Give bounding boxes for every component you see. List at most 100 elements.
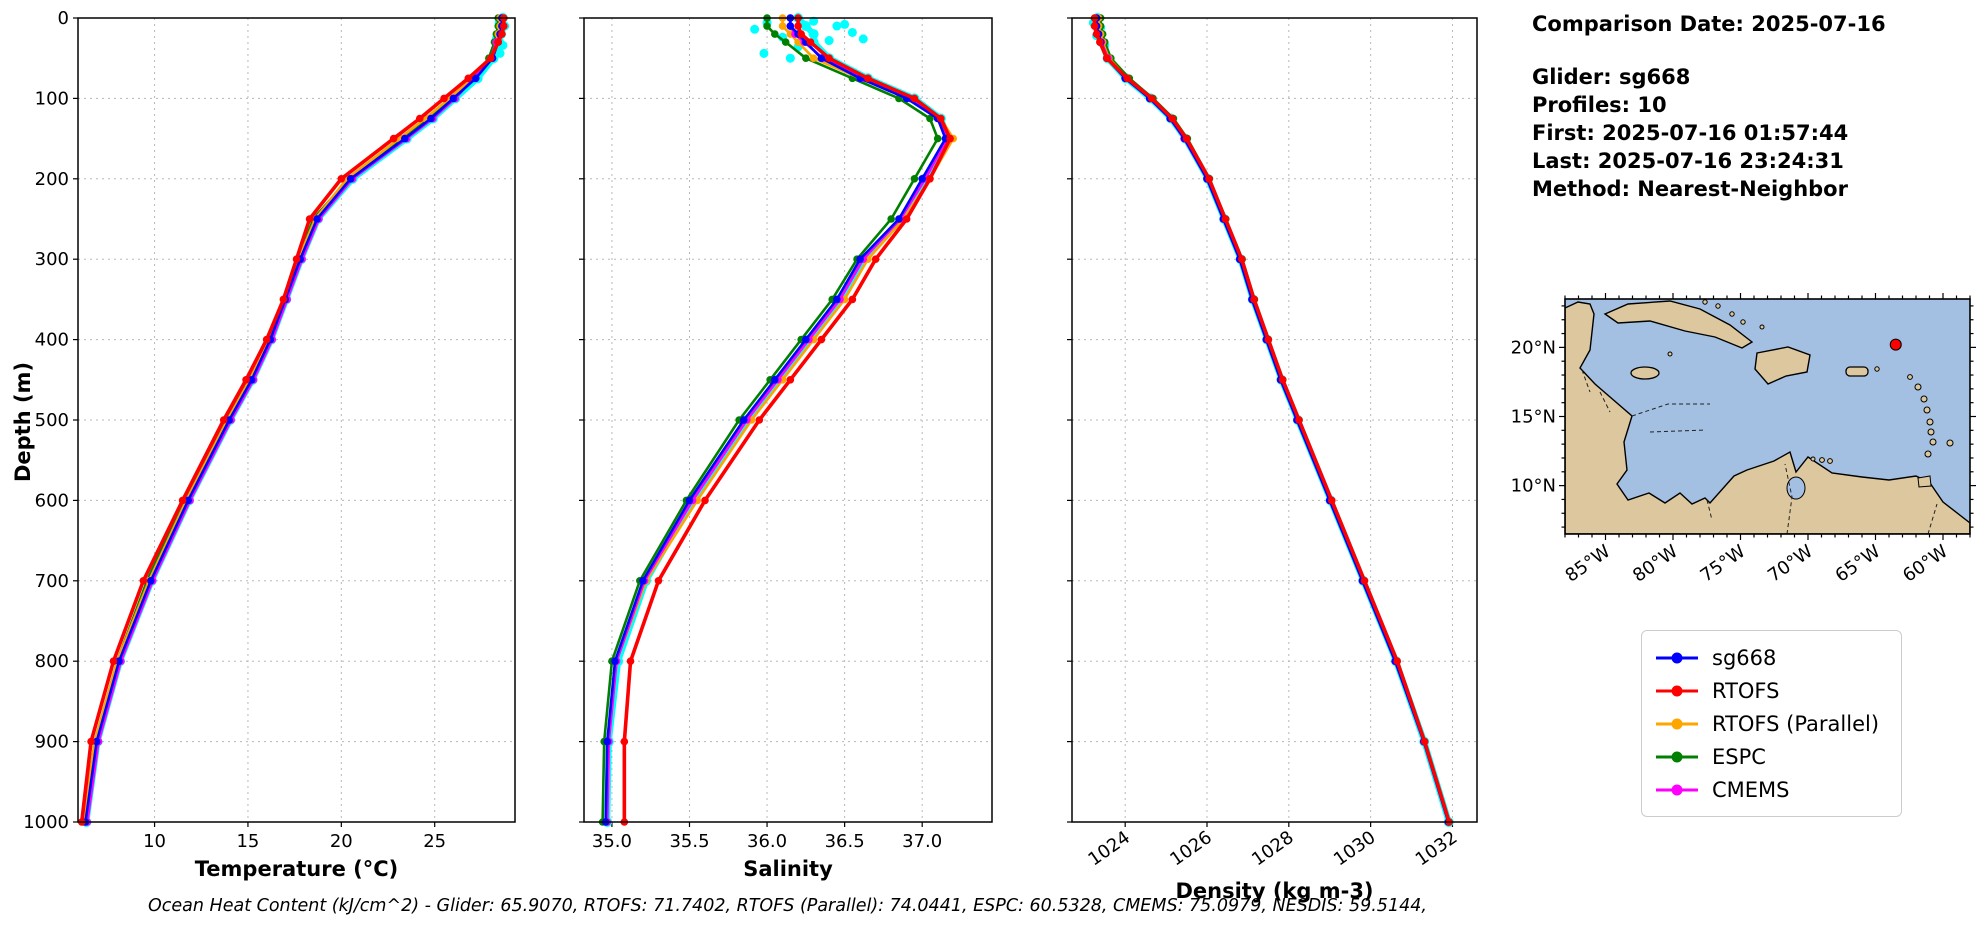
map-lat-label: 20°N [1511,337,1556,358]
series-marker-sg668 [603,737,612,746]
legend-swatch [1656,652,1698,663]
xlabel-temperature: Temperature (°C) [195,857,398,881]
series-marker-sg668 [346,175,355,183]
series-marker-RTOFS [389,134,398,143]
xlabel-salinity: Salinity [743,857,833,881]
series-marker-RTOFS [292,255,301,263]
xtick-label: 1026 [1166,827,1216,870]
series-marker-RTOFS [1393,657,1402,665]
series-marker-RTOFS [1295,416,1303,424]
xtick-label: 35.5 [669,831,709,852]
series-marker-RTOFS [279,295,288,304]
legend-swatch [1656,751,1698,762]
legend-item-cmems: CMEMS [1654,773,1879,806]
series-marker-RTOFS [1327,496,1336,505]
series-marker-RTOFS [498,30,506,38]
series-marker-sg668 [771,376,779,384]
series-marker-RTOFS [305,215,314,223]
series-marker-RTOFS [1221,215,1230,223]
series-marker-ESPC [763,22,771,30]
series-marker-ESPC [781,38,790,46]
series-marker-sg668 [856,255,864,263]
series-marker-sg668 [401,134,409,143]
ytick-label: 1000 [23,812,69,833]
xtick-label: 1032 [1412,827,1462,870]
raw-scatter-point [832,21,842,31]
axes-box [583,17,993,823]
series-marker-RTOFS [178,496,187,505]
series-line-RTOFS (Parallel) [605,16,955,824]
series-marker-RTOFS [825,54,833,62]
raw-scatter-point [750,24,760,34]
series-marker-ESPC [771,30,779,38]
xtick-label: 36.0 [747,831,787,852]
legend: sg668 RTOFS RTOFS (Parallel) ESPC CMEMS [1641,630,1903,817]
legend-label: RTOFS (Parallel) [1712,711,1880,736]
raw-scatter-point [840,19,850,29]
raw-scatter-point [809,16,819,26]
ytick-label: 500 [35,410,69,431]
cuba-island [1603,300,1754,349]
series-marker-RTOFS [415,114,424,123]
jamaica-island [1630,366,1660,380]
series-marker-sg668 [802,335,810,344]
legend-swatch [1656,718,1698,729]
legend-item-espc: ESPC [1654,740,1879,773]
glider-position-marker [1889,338,1902,351]
series-marker-RTOFS [337,175,346,183]
series-marker-RTOFS [1168,114,1177,123]
xtick-label: 1030 [1330,827,1380,870]
series-marker-RTOFS [626,657,635,665]
ytick-label: 200 [35,169,69,190]
series-marker-RTOFS [1278,376,1287,384]
map-lat-label: 10°N [1511,476,1556,497]
profile-panel-density: 1024 1026 1028 1030 1032 Density (kg m-3) [1067,13,1478,903]
axes-box [77,17,516,823]
raw-scatter-point [847,27,857,37]
series-marker-sg668-raw [800,21,811,32]
series-marker-sg668 [92,737,101,746]
series-marker-RTOFS [494,38,502,46]
series-marker-RTOFS [1096,38,1104,46]
xtick-label: 25 [423,831,446,852]
ytick-label: 800 [35,651,69,672]
series-marker-sg668 [147,577,155,585]
series-marker-sg668 [817,54,826,62]
map-lon-label: 85°W [1562,541,1615,587]
series-marker-RTOFS [1205,175,1213,183]
series-marker-RTOFS [242,376,250,384]
ocean-heat-content-footer: Ocean Heat Content (kJ/cm^2) - Glider: 6… [148,896,1427,916]
legend-label: CMEMS [1712,777,1790,802]
series-marker-sg668-raw [808,29,819,40]
ytick-label: 400 [35,330,69,351]
profile-panel-temperature: 10 15 20 25 0 100 200 300 400 500 600 700 800 900 1000… [23,8,516,881]
series-marker-RTOFS [937,114,945,123]
series-marker-RTOFS [440,94,448,103]
xtick-label: 20 [330,831,353,852]
series-marker-RTOFS [262,335,271,344]
series-marker-RTOFS [1102,54,1111,62]
bahamas-islands [1702,299,1765,330]
series-marker-sg668 [833,295,841,304]
legend-item-rtofs-parallel: RTOFS (Parallel) [1654,707,1879,740]
ytick-label: 300 [35,249,69,270]
series-marker-RTOFS [1360,577,1369,585]
series-marker-RTOFS [1147,94,1156,103]
series-line-sg668 [1095,16,1450,824]
series-marker-RTOFS [701,496,709,505]
series-marker-RTOFS [1182,134,1191,143]
series-marker-sg668 [247,376,256,384]
series-marker-sg668 [739,416,748,424]
series-marker-ESPC [910,175,919,183]
xlabel-density: Density (kg m-3) [1175,879,1373,903]
ytick-label: 900 [35,732,69,753]
xtick-label: 35.0 [592,831,632,852]
series-marker-RTOFS [87,737,95,746]
abc-islands [1810,456,1833,464]
last-profile-time: Last: 2025-07-16 23:24:31 [1532,149,1844,173]
legend-item-sg668: sg668 [1654,641,1879,674]
legend-swatch [1656,685,1698,696]
series-marker-ESPC [802,54,810,62]
series-marker-ESPC [933,134,942,143]
